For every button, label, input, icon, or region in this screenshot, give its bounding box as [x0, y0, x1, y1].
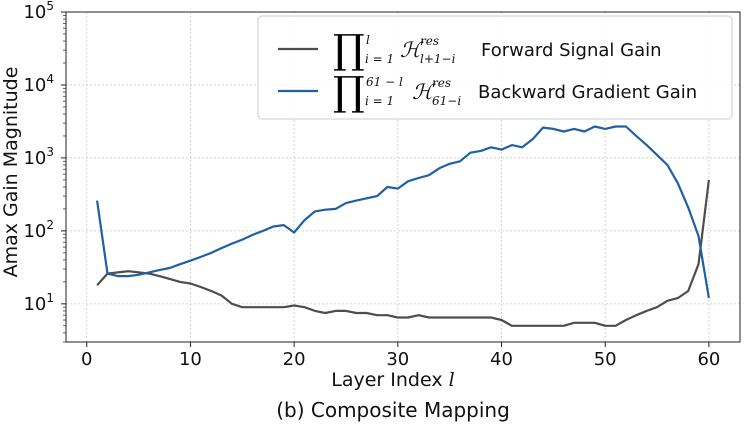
x-tick-label: 0 — [81, 349, 92, 370]
product-symbol: ∏ — [333, 69, 365, 115]
x-tick-label: 20 — [283, 349, 306, 370]
x-tick-label: 60 — [697, 349, 720, 370]
h-sub: l+1−i — [420, 52, 456, 66]
x-axis-ticks: 0 10 20 30 40 50 60 — [81, 342, 720, 370]
x-axis-label: Layer Index l — [331, 369, 454, 391]
plot-frame — [65, 11, 741, 343]
h-sup: res — [432, 76, 451, 90]
x-tick-label: 40 — [490, 349, 513, 370]
y-axis-label: Amax Gain Magnitude — [0, 67, 22, 278]
y-tick-label: 105 — [23, 0, 54, 23]
x-tick-label: 10 — [179, 349, 202, 370]
h-symbol: ℋ — [412, 80, 436, 104]
figure-caption: (b) Composite Mapping — [276, 398, 510, 422]
legend-label-backward: Backward Gradient Gain — [478, 82, 697, 103]
product-lower: i = 1 — [365, 52, 394, 66]
legend-math-backward: ∏ 61 − l i = 1 ℋ res 61−i — [333, 69, 461, 115]
y-tick-label: 104 — [23, 72, 54, 96]
legend-label-forward: Forward Signal Gain — [481, 40, 662, 61]
h-sup: res — [420, 34, 439, 48]
legend-math-forward: ∏ l i = 1 ℋ res l+1−i — [333, 27, 456, 73]
product-upper: l — [366, 33, 370, 47]
x-tick-label: 50 — [594, 349, 617, 370]
series-lines — [96, 125, 710, 327]
product-symbol: ∏ — [333, 27, 365, 73]
legend: ∏ l i = 1 ℋ res l+1−i Forward Signal Gai… — [257, 15, 733, 120]
product-upper: 61 − l — [366, 75, 403, 89]
y-tick-label: 101 — [23, 291, 54, 315]
y-tick-label: 103 — [23, 145, 54, 169]
product-lower: i = 1 — [365, 94, 394, 108]
x-tick-label: 30 — [386, 349, 409, 370]
series-line-forward — [96, 179, 710, 327]
y-axis-ticks: 101 102 103 104 105 — [23, 0, 66, 343]
y-tick-label: 102 — [23, 218, 54, 242]
legend-box — [257, 15, 733, 120]
h-symbol: ℋ — [400, 38, 424, 62]
h-sub: 61−i — [432, 94, 461, 108]
series-line-backward — [96, 125, 710, 299]
